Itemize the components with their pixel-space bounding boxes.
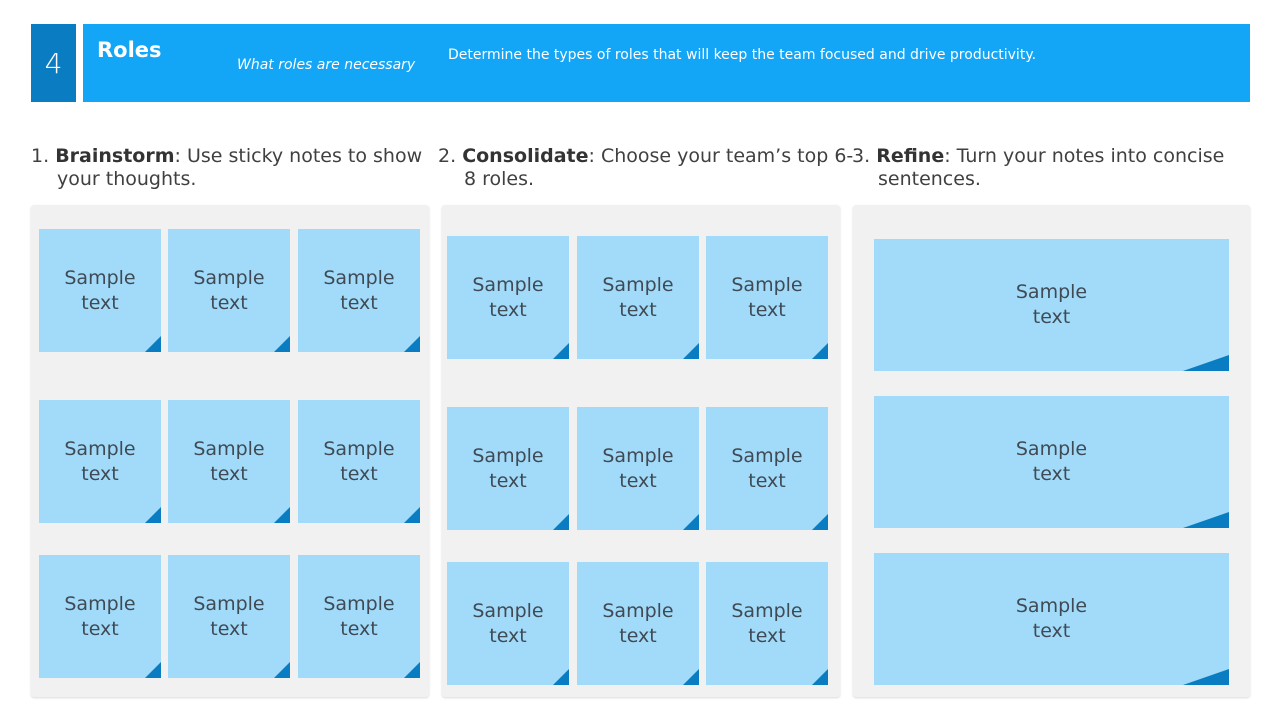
folded-corner-icon xyxy=(404,336,420,352)
folded-corner-icon xyxy=(683,669,699,685)
sticky-note-text: Sample text xyxy=(472,599,544,647)
sticky-note[interactable]: Sample text xyxy=(447,407,569,530)
sticky-note-text: Sample text xyxy=(193,266,265,314)
step-keyword: Brainstorm xyxy=(55,145,175,167)
folded-corner-icon xyxy=(683,343,699,359)
folded-corner-icon xyxy=(812,514,828,530)
sticky-note-text: Sample text xyxy=(472,273,544,321)
sticky-note[interactable]: Sample text xyxy=(577,562,699,685)
folded-corner-icon xyxy=(274,336,290,352)
folded-corner-icon xyxy=(553,514,569,530)
sticky-note-text: Sample text xyxy=(1015,595,1088,642)
sticky-note[interactable]: Sample text xyxy=(577,407,699,530)
step-text: : Use sticky notes to show your thoughts… xyxy=(57,145,423,190)
page-title: Roles xyxy=(97,38,162,62)
sticky-note[interactable]: Sample text xyxy=(168,555,290,678)
header-bar: Roles What roles are necessary Determine… xyxy=(83,24,1250,102)
page-subtitle: What roles are necessary xyxy=(237,57,416,73)
section-number: 4 xyxy=(31,24,76,102)
sticky-note-text: Sample text xyxy=(193,437,265,485)
sticky-note[interactable]: Sample text xyxy=(706,407,828,530)
folded-corner-icon xyxy=(145,336,161,352)
sticky-note-text: Sample text xyxy=(472,444,544,492)
sticky-note-text: Sample text xyxy=(731,599,803,647)
sticky-note[interactable]: Sample text xyxy=(447,236,569,359)
sticky-note[interactable]: Sample text xyxy=(298,400,420,523)
sticky-note-text: Sample text xyxy=(602,273,674,321)
sticky-note[interactable]: Sample text xyxy=(298,229,420,352)
sticky-note[interactable]: Sample text xyxy=(447,562,569,685)
sticky-note[interactable]: Sample text xyxy=(874,239,1229,371)
step-number: 1. xyxy=(31,145,50,167)
sticky-note[interactable]: Sample text xyxy=(39,400,161,523)
sticky-note[interactable]: Sample text xyxy=(168,400,290,523)
folded-corner-icon xyxy=(1183,355,1229,371)
folded-corner-icon xyxy=(145,507,161,523)
sticky-note[interactable]: Sample text xyxy=(706,562,828,685)
sticky-note-text: Sample text xyxy=(731,273,803,321)
page-description: Determine the types of roles that will k… xyxy=(448,47,1037,63)
sticky-note-text: Sample text xyxy=(64,592,136,640)
sticky-note-text: Sample text xyxy=(731,444,803,492)
sticky-note[interactable]: Sample text xyxy=(298,555,420,678)
folded-corner-icon xyxy=(683,514,699,530)
folded-corner-icon xyxy=(274,662,290,678)
sticky-note-text: Sample text xyxy=(64,266,136,314)
sticky-note[interactable]: Sample text xyxy=(706,236,828,359)
step-text: : Choose your team’s top 6-8 roles. xyxy=(464,145,854,190)
step-text: : Turn your notes into concise sentences… xyxy=(878,145,1225,190)
step-keyword: Refine xyxy=(876,145,945,167)
step-number: 2. xyxy=(438,145,457,167)
sticky-note-text: Sample text xyxy=(323,266,395,314)
step-consolidate: 2. Consolidate: Choose your team’s top 6… xyxy=(438,145,859,191)
sticky-note-text: Sample text xyxy=(193,592,265,640)
step-brainstorm: 1. Brainstorm: Use sticky notes to show … xyxy=(31,145,442,191)
step-number: 3. xyxy=(852,145,871,167)
sticky-note-text: Sample text xyxy=(1015,438,1088,485)
folded-corner-icon xyxy=(274,507,290,523)
sticky-note[interactable]: Sample text xyxy=(874,553,1229,685)
sticky-note[interactable]: Sample text xyxy=(39,229,161,352)
sticky-note[interactable]: Sample text xyxy=(168,229,290,352)
sticky-note-text: Sample text xyxy=(323,437,395,485)
sticky-note-text: Sample text xyxy=(323,592,395,640)
step-keyword: Consolidate xyxy=(462,145,589,167)
folded-corner-icon xyxy=(812,669,828,685)
sticky-note[interactable]: Sample text xyxy=(39,555,161,678)
sticky-note[interactable]: Sample text xyxy=(874,396,1229,528)
sticky-note-text: Sample text xyxy=(64,437,136,485)
sticky-note-text: Sample text xyxy=(1015,281,1088,328)
folded-corner-icon xyxy=(404,507,420,523)
sticky-note-text: Sample text xyxy=(602,599,674,647)
folded-corner-icon xyxy=(404,662,420,678)
sticky-note[interactable]: Sample text xyxy=(577,236,699,359)
sticky-note-text: Sample text xyxy=(602,444,674,492)
folded-corner-icon xyxy=(1183,669,1229,685)
folded-corner-icon xyxy=(145,662,161,678)
folded-corner-icon xyxy=(553,669,569,685)
folded-corner-icon xyxy=(812,343,828,359)
folded-corner-icon xyxy=(1183,512,1229,528)
folded-corner-icon xyxy=(553,343,569,359)
step-refine: 3. Refine: Turn your notes into concise … xyxy=(852,145,1268,191)
